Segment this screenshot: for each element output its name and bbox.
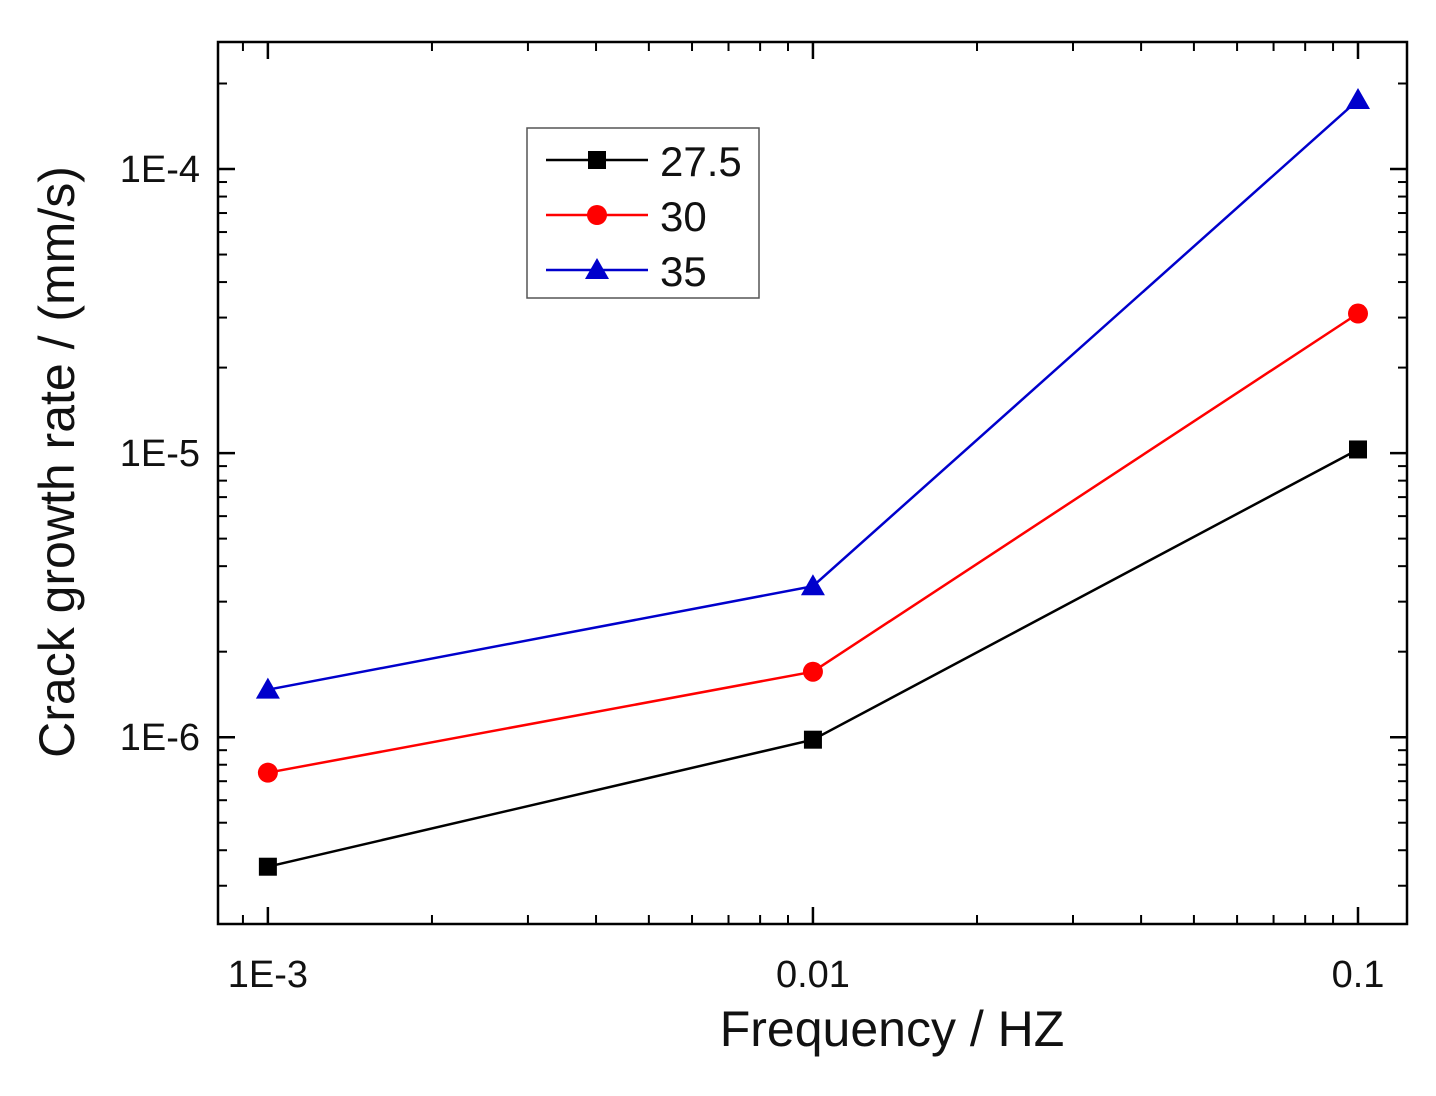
x-tick-label: 0.01 [776, 954, 850, 996]
series-2-point [802, 661, 823, 682]
series-2-point [1347, 303, 1368, 324]
legend-items: 27.5 30 35 [546, 138, 742, 295]
legend-marker [585, 258, 609, 279]
legend-label: 30 [660, 193, 707, 240]
legend: 27.5 30 35 [526, 127, 760, 299]
series-1-point [1348, 440, 1367, 459]
series-3-point [1345, 87, 1370, 109]
series-3-point [255, 677, 280, 699]
series-3-point [800, 574, 825, 596]
legend-label: 35 [660, 248, 707, 295]
series-1-point [258, 857, 277, 876]
y-tick-label: 1E-6 [120, 717, 200, 759]
series-1-point [803, 730, 822, 749]
major-ticks [218, 42, 1407, 924]
x-tick-label: 1E-3 [228, 954, 308, 996]
legend-marker [588, 151, 606, 169]
y-axis-label: Crack growth rate / (mm/s) [29, 166, 85, 758]
minor-ticks [218, 42, 1407, 924]
series-line-3 [267, 99, 1359, 691]
series-lines [267, 99, 1359, 868]
legend-marker [587, 205, 607, 225]
plot-frame [216, 40, 1409, 926]
y-tick-label: 1E-5 [120, 433, 200, 475]
series-2-point [257, 762, 278, 783]
x-tick-label: 0.1 [1332, 954, 1385, 996]
series-line-2 [267, 312, 1359, 774]
series-markers [255, 87, 1370, 876]
x-axis-label: Frequency / HZ [720, 1001, 1065, 1057]
legend-label: 27.5 [660, 138, 742, 185]
tick-labels: 1E-3 0.01 0.1 1E-6 1E-5 1E-4 [120, 149, 1385, 996]
y-tick-label: 1E-4 [120, 149, 200, 191]
